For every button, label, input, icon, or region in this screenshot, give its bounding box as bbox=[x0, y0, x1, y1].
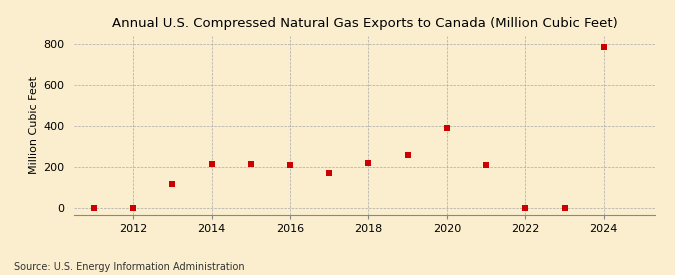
Point bbox=[441, 126, 452, 130]
Text: Source: U.S. Energy Information Administration: Source: U.S. Energy Information Administ… bbox=[14, 262, 244, 272]
Point bbox=[128, 206, 138, 211]
Point bbox=[285, 163, 296, 167]
Point bbox=[520, 206, 531, 211]
Point bbox=[324, 171, 335, 176]
Point bbox=[206, 162, 217, 166]
Y-axis label: Million Cubic Feet: Million Cubic Feet bbox=[29, 76, 39, 174]
Point bbox=[245, 162, 256, 166]
Point bbox=[88, 206, 99, 211]
Title: Annual U.S. Compressed Natural Gas Exports to Canada (Million Cubic Feet): Annual U.S. Compressed Natural Gas Expor… bbox=[111, 17, 618, 31]
Point bbox=[402, 153, 413, 157]
Point bbox=[167, 182, 178, 186]
Point bbox=[559, 206, 570, 211]
Point bbox=[363, 161, 374, 165]
Point bbox=[481, 163, 491, 167]
Point bbox=[598, 45, 609, 49]
